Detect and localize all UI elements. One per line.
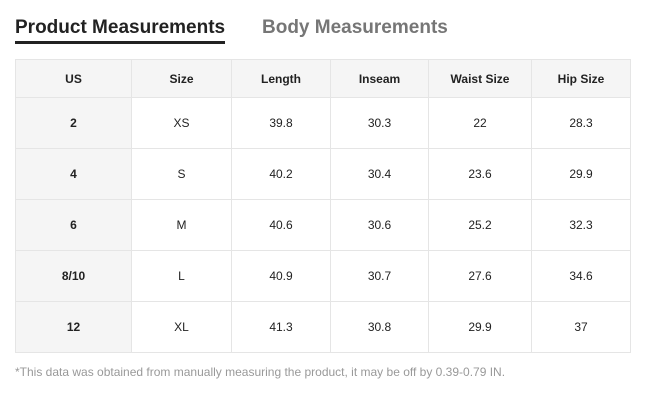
table-cell: 30.3 [330,97,429,149]
tab-product-measurements[interactable]: Product Measurements [15,17,226,44]
table-row: 12 XL 41.3 30.8 29.9 37 [15,301,631,353]
table-cell: L [131,250,232,302]
table-cell: 25.2 [428,199,532,251]
table-row: 2 XS 39.8 30.3 22 28.3 [15,97,631,149]
table-cell: 30.7 [330,250,429,302]
table-row: 6 M 40.6 30.6 25.2 32.3 [15,199,631,251]
table-row: 4 S 40.2 30.4 23.6 29.9 [15,148,631,200]
table-cell: 22 [428,97,532,149]
column-header: Size [131,59,232,98]
table-cell: 37 [531,301,631,353]
table-cell: 30.6 [330,199,429,251]
table-cell: 30.4 [330,148,429,200]
table-cell: 23.6 [428,148,532,200]
table-cell: 6 [15,199,132,251]
table-cell: 29.9 [428,301,532,353]
table-cell: 39.8 [231,97,331,149]
table-cell: 40.6 [231,199,331,251]
table-row: 8/10 L 40.9 30.7 27.6 34.6 [15,250,631,302]
table-cell: 41.3 [231,301,331,353]
table-cell: 2 [15,97,132,149]
size-chart-table: US Size Length Inseam Waist Size Hip Siz… [15,59,631,353]
column-header: US [15,59,132,98]
table-cell: XL [131,301,232,353]
table-cell: 40.9 [231,250,331,302]
table-cell: M [131,199,232,251]
table-cell: S [131,148,232,200]
table-cell: 29.9 [531,148,631,200]
tab-body-measurements[interactable]: Body Measurements [262,17,448,38]
table-cell: 27.6 [428,250,532,302]
measurement-note: *This data was obtained from manually me… [15,365,506,379]
table-cell: 12 [15,301,132,353]
table-cell: 28.3 [531,97,631,149]
column-header: Length [231,59,331,98]
table-header-row: US Size Length Inseam Waist Size Hip Siz… [15,59,631,98]
table-cell: 34.6 [531,250,631,302]
table-cell: 8/10 [15,250,132,302]
table-cell: 32.3 [531,199,631,251]
table-cell: 40.2 [231,148,331,200]
table-cell: 4 [15,148,132,200]
column-header: Inseam [330,59,429,98]
table-cell: 30.8 [330,301,429,353]
column-header: Hip Size [531,59,631,98]
column-header: Waist Size [428,59,532,98]
table-cell: XS [131,97,232,149]
